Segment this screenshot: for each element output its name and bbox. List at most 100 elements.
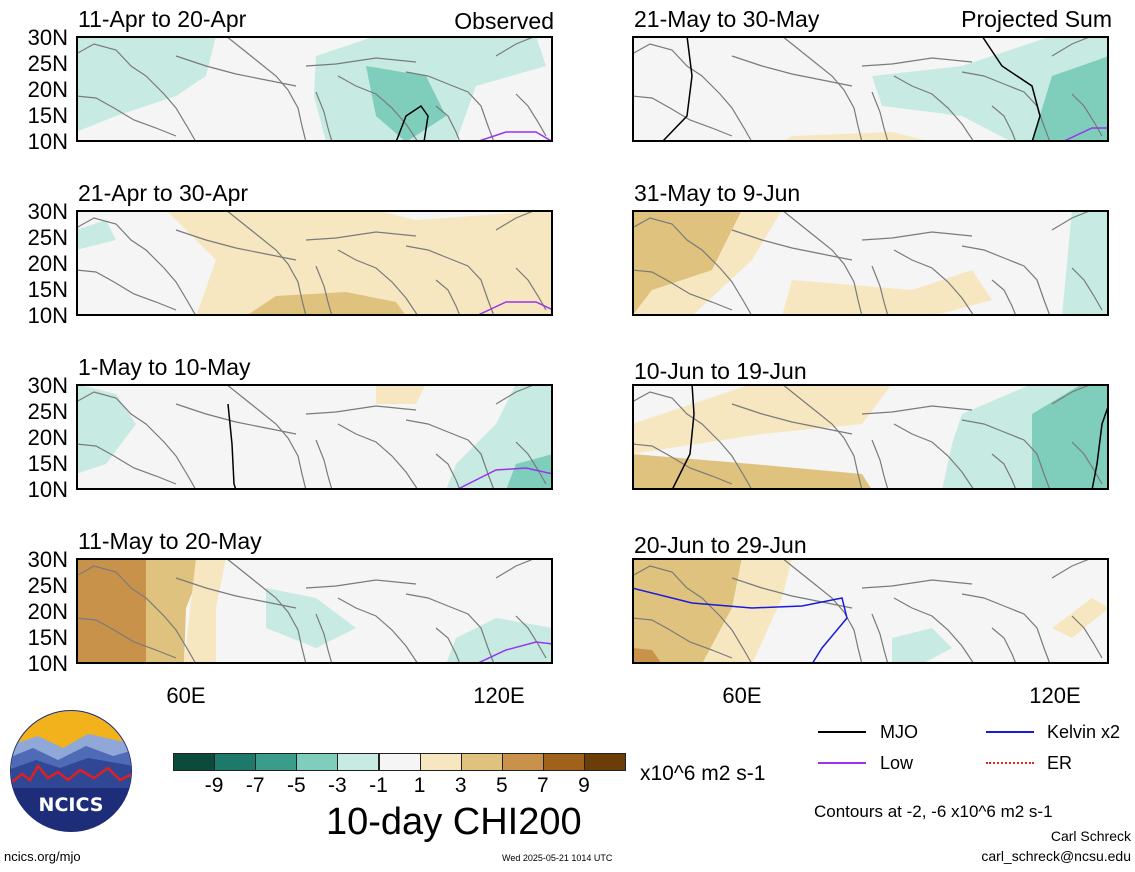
coastline <box>515 441 547 485</box>
coastline <box>861 231 973 241</box>
coastline <box>315 265 333 316</box>
wave-contour <box>981 36 1041 142</box>
anomaly-shading <box>76 220 116 250</box>
anomaly-shading <box>632 210 782 316</box>
coastline <box>305 57 417 67</box>
lat-label: 30N <box>27 199 68 224</box>
map-svg <box>76 36 553 142</box>
colorbar-swatch <box>501 753 544 771</box>
anomaly-shading <box>632 454 872 490</box>
anomaly-shading <box>1062 210 1109 316</box>
coastline <box>435 105 461 142</box>
map-svg <box>632 558 1109 664</box>
lat-label: 10N <box>27 129 68 154</box>
colorbar-tick-label: -7 <box>245 774 265 797</box>
coastline <box>991 627 1017 664</box>
coastline <box>632 443 733 485</box>
anomaly-shading <box>76 558 156 664</box>
wave-contour <box>671 384 695 490</box>
coastline <box>731 229 853 261</box>
map-panel-4 <box>76 558 553 664</box>
lat-label: 20N <box>27 251 68 276</box>
map-panel-2 <box>76 210 553 316</box>
colorbar-swatch <box>419 753 462 771</box>
wave-contour <box>1091 403 1109 490</box>
colorbar-swatch <box>337 753 380 771</box>
anomaly-shading <box>366 66 446 142</box>
ncics-logo: NCICS <box>8 708 134 834</box>
lon-label: 60E <box>166 683 206 708</box>
coastline <box>315 91 333 142</box>
kelvin-legend-label: Kelvin x2 <box>1047 722 1121 742</box>
coastline <box>731 403 853 435</box>
map-panel-6 <box>632 210 1109 316</box>
panel-title: 10-Jun to 19-Jun <box>634 358 807 384</box>
coastline <box>731 55 853 87</box>
anomaly-shading <box>632 648 662 664</box>
coastline <box>305 579 417 589</box>
projected-tag: Projected Sum <box>961 6 1112 32</box>
map-svg <box>632 384 1109 490</box>
map-svg <box>76 210 553 316</box>
map-frame <box>632 384 1109 490</box>
map-panel-7 <box>632 384 1109 490</box>
map-svg <box>76 384 553 490</box>
coastline <box>731 577 853 609</box>
coastline <box>337 423 419 490</box>
lon-label: 60E <box>722 683 762 708</box>
coastline <box>991 105 1017 142</box>
coastline <box>175 55 297 87</box>
coastline <box>495 210 537 231</box>
anomaly-shading <box>782 132 932 142</box>
coastline <box>632 391 753 490</box>
kelvin-legend-line <box>986 731 1034 733</box>
map-panel-8 <box>632 558 1109 664</box>
lat-label: 15N <box>27 277 68 302</box>
low-legend-line <box>818 762 866 764</box>
coastline <box>1051 36 1093 57</box>
wave-contour <box>475 301 553 316</box>
colorbar-tick-label: -3 <box>328 774 347 797</box>
anomaly-shading <box>146 558 206 664</box>
coastline <box>1071 267 1103 311</box>
colorbar-title: 10-day CHI200 <box>326 801 582 843</box>
coastline <box>632 565 753 664</box>
colorbar-tick-label: -9 <box>204 774 224 797</box>
coastline <box>1051 384 1093 405</box>
lat-label: 15N <box>27 625 68 650</box>
er-legend-label: ER <box>1047 753 1073 773</box>
anomaly-shading <box>632 384 892 454</box>
wave-contour <box>475 641 553 664</box>
map-frame <box>632 558 1109 664</box>
map-panel-3 <box>76 384 553 490</box>
coastline <box>515 615 547 659</box>
panel-title: 1-May to 10-May <box>78 354 251 380</box>
colorbar-swatch <box>173 753 216 771</box>
coastline <box>405 593 495 664</box>
panel-title: 21-Apr to 30-Apr <box>78 180 249 206</box>
coastline <box>495 384 537 405</box>
ncics-logo-icon: NCICS <box>10 710 132 832</box>
coastline <box>1051 558 1093 579</box>
coastline <box>893 597 975 664</box>
anomaly-shading <box>632 558 742 664</box>
coastline <box>871 265 889 316</box>
coastline <box>76 43 197 142</box>
mjo-legend-label: MJO <box>880 722 918 742</box>
lat-label: 20N <box>27 425 68 450</box>
panel-title: 11-Apr to 20-Apr <box>78 6 247 32</box>
colorbar-tick-label: 3 <box>454 774 467 797</box>
anomaly-shading <box>506 454 553 490</box>
coastline <box>1071 441 1103 485</box>
coastline <box>405 245 495 316</box>
coastline <box>76 391 197 490</box>
coastline <box>893 75 975 142</box>
low-legend-label: Low <box>880 753 914 773</box>
map-frame <box>632 210 1109 316</box>
timestamp: Wed 2025-05-21 1014 UTC <box>502 853 613 863</box>
wave-contour <box>475 131 553 142</box>
colorbar-swatch <box>255 753 298 771</box>
lat-label: 15N <box>27 103 68 128</box>
lat-label: 25N <box>27 225 68 250</box>
coastline <box>861 579 973 589</box>
